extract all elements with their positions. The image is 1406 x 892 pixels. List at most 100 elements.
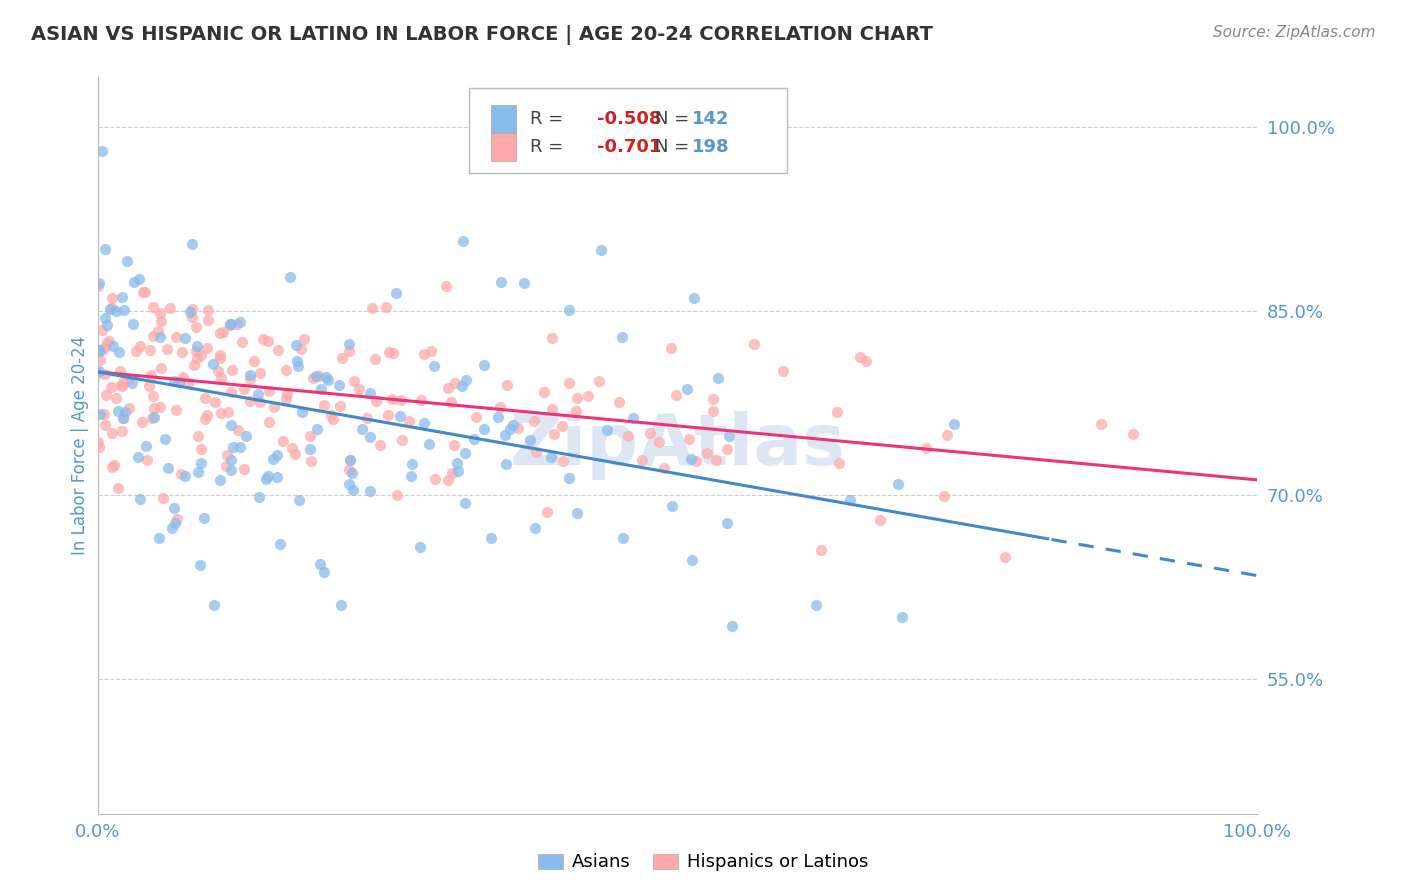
Point	[436, 473, 458, 487]
Point	[423, 359, 446, 373]
Point	[94, 418, 117, 433]
Point	[94, 311, 117, 326]
Point	[679, 451, 702, 466]
Text: ZipAtlas: ZipAtlas	[509, 411, 845, 480]
Point	[533, 385, 555, 400]
Point	[623, 410, 645, 425]
Point	[152, 491, 174, 506]
Point	[111, 424, 134, 438]
Point	[827, 405, 849, 419]
Point	[89, 343, 111, 358]
Point	[704, 453, 727, 467]
Point	[1090, 417, 1112, 431]
Point	[298, 429, 321, 443]
Point	[222, 440, 245, 454]
Point	[148, 531, 170, 545]
Point	[707, 370, 730, 384]
Text: 198: 198	[692, 137, 730, 155]
Point	[839, 493, 862, 508]
Point	[377, 408, 399, 422]
Point	[994, 549, 1017, 564]
Point	[229, 440, 252, 454]
Point	[519, 434, 541, 448]
Point	[141, 411, 163, 425]
Point	[153, 432, 176, 446]
Point	[420, 344, 443, 359]
Point	[936, 428, 959, 442]
Point	[208, 473, 231, 487]
Point	[607, 394, 630, 409]
Point	[111, 290, 134, 304]
Point	[804, 598, 827, 612]
Point	[675, 382, 697, 396]
Point	[257, 469, 280, 483]
Point	[98, 301, 121, 316]
Point	[181, 310, 204, 325]
Point	[702, 404, 724, 418]
Point	[135, 439, 157, 453]
Point	[499, 422, 522, 436]
Point	[174, 469, 197, 483]
Point	[252, 332, 274, 346]
Point	[685, 453, 707, 467]
Point	[142, 401, 165, 415]
Point	[87, 343, 110, 358]
Point	[228, 423, 250, 437]
Point	[463, 432, 485, 446]
Point	[93, 407, 115, 421]
Point	[128, 492, 150, 507]
Point	[550, 419, 572, 434]
Point	[89, 407, 111, 421]
Point	[276, 392, 298, 406]
Point	[479, 531, 502, 545]
Point	[664, 388, 686, 402]
Point	[828, 457, 851, 471]
Point	[409, 393, 432, 408]
Point	[855, 354, 877, 368]
Point	[172, 370, 194, 384]
Point	[107, 481, 129, 495]
Point	[233, 382, 256, 396]
Point	[172, 344, 194, 359]
Point	[249, 366, 271, 380]
Point	[337, 344, 360, 359]
Point	[243, 354, 266, 368]
Point	[181, 301, 204, 316]
Point	[262, 451, 284, 466]
Point	[197, 303, 219, 318]
Point	[299, 454, 322, 468]
Point	[100, 459, 122, 474]
Point	[454, 446, 477, 460]
Point	[246, 387, 269, 401]
Point	[342, 374, 364, 388]
Point	[564, 404, 586, 418]
Point	[101, 338, 124, 352]
Point	[717, 429, 740, 443]
Point	[322, 412, 344, 426]
Text: -0.508: -0.508	[598, 111, 662, 128]
Point	[254, 472, 277, 486]
Point	[540, 331, 562, 345]
Point	[141, 389, 163, 403]
Point	[96, 336, 118, 351]
Point	[221, 363, 243, 377]
Point	[143, 409, 166, 424]
Point	[156, 342, 179, 356]
Point	[276, 387, 298, 401]
Point	[111, 411, 134, 425]
Point	[391, 433, 413, 447]
Text: R =: R =	[530, 111, 569, 128]
Point	[217, 405, 239, 419]
Point	[94, 340, 117, 354]
Point	[89, 276, 111, 290]
Point	[640, 425, 662, 440]
Point	[257, 415, 280, 429]
Point	[100, 380, 122, 394]
Point	[540, 402, 562, 417]
Point	[890, 610, 912, 624]
Point	[134, 285, 156, 299]
Point	[110, 364, 132, 378]
Point	[312, 398, 335, 412]
Point	[290, 343, 312, 357]
Point	[139, 368, 162, 383]
